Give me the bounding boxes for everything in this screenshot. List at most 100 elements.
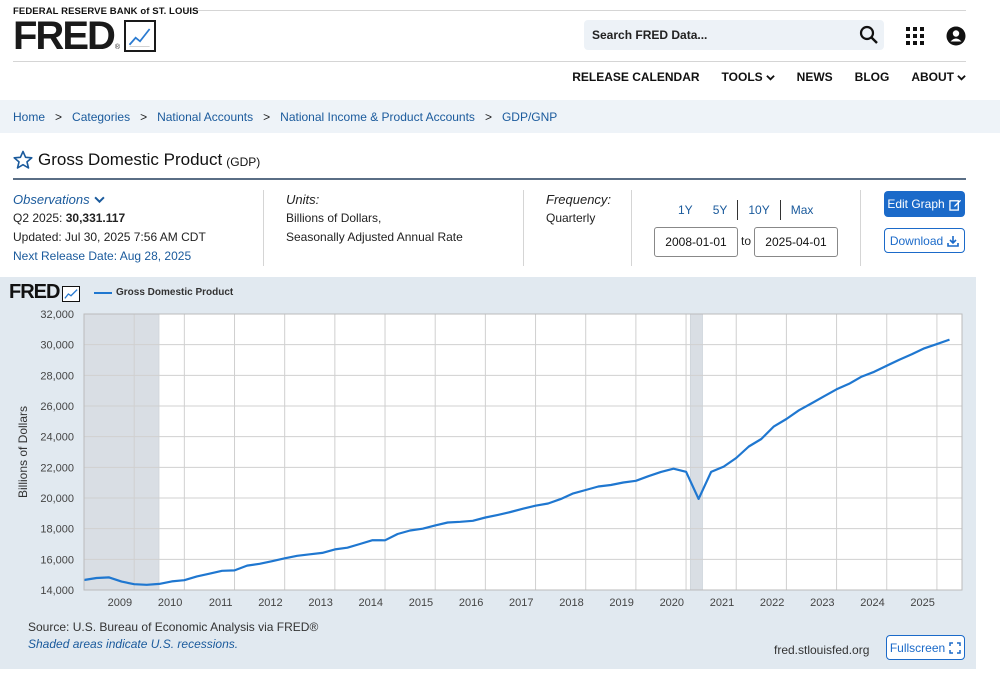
source-text: Source: U.S. Bureau of Economic Analysis… <box>28 620 319 634</box>
edit-icon <box>948 199 961 211</box>
x-tick-label: 2023 <box>810 597 834 609</box>
site-link[interactable]: fred.stlouisfed.org <box>774 643 870 657</box>
x-tick-label: 2022 <box>760 597 784 609</box>
end-date-input[interactable] <box>754 227 838 257</box>
user-icon[interactable] <box>946 26 966 46</box>
nav-label: RELEASE CALENDAR <box>572 70 700 84</box>
units-line-2: Seasonally Adjusted Annual Rate <box>286 230 463 244</box>
range-10y-button[interactable]: 10Y <box>748 203 770 217</box>
crumb-nipa[interactable]: National Income & Product Accounts <box>280 110 475 124</box>
x-tick-label: 2016 <box>459 597 483 609</box>
frequency-value: Quarterly <box>546 211 596 225</box>
y-tick-label: 28,000 <box>40 370 74 382</box>
crumb-separator: > <box>140 110 148 124</box>
nav-tools[interactable]: TOOLS <box>722 70 775 84</box>
x-tick-label: 2010 <box>158 597 182 609</box>
observations-toggle[interactable]: Observations <box>13 190 206 209</box>
crumb-home[interactable]: Home <box>13 110 46 124</box>
nav-about[interactable]: ABOUT <box>911 70 966 84</box>
recession-shade <box>689 313 703 591</box>
download-label: Download <box>889 233 944 248</box>
frequency-label: Frequency: <box>546 192 612 207</box>
gdp-line-chart[interactable]: 14,000 16,000 18,000 20,000 22,000 24,000 26,0… <box>0 277 976 612</box>
fullscreen-button[interactable]: Fullscreen <box>886 635 965 660</box>
y-tick-label: 16,000 <box>40 554 74 566</box>
chart-legend: Gross Domestic Product <box>94 287 233 298</box>
search-icon[interactable] <box>859 25 879 45</box>
range-separator <box>737 200 739 220</box>
latest-period: Q2 2025: <box>13 211 63 225</box>
units-label: Units: <box>286 192 320 207</box>
x-tick-label: 2014 <box>359 597 383 609</box>
nav-release-calendar[interactable]: RELEASE CALENDAR <box>572 70 699 84</box>
nav-news[interactable]: NEWS <box>797 70 833 84</box>
meta-divider <box>523 190 524 266</box>
range-buttons: 1Y 5Y 10Y Max <box>668 200 823 220</box>
fullscreen-label: Fullscreen <box>889 640 946 655</box>
x-tick-label: 2011 <box>209 597 233 609</box>
logo-text: FRED <box>13 14 116 58</box>
fred-logo[interactable]: FRED ® <box>13 14 157 58</box>
units-panel: Units: Billions of Dollars, Seasonally A… <box>286 190 463 247</box>
title-rule <box>13 178 966 180</box>
search-input[interactable] <box>584 20 844 50</box>
graph-panel: FRED Gross Domestic Product 14,000 16,000… <box>0 277 976 669</box>
updated-text: Updated: Jul 30, 2025 7:56 AM CDT <box>13 230 206 244</box>
legend-label: Gross Domestic Product <box>116 287 234 298</box>
range-separator <box>779 200 781 220</box>
units-line-1: Billions of Dollars, <box>286 211 382 225</box>
x-tick-label: 2025 <box>910 597 934 609</box>
x-tick-label: 2018 <box>559 597 583 609</box>
download-button[interactable]: Download <box>884 228 965 253</box>
crumb-separator: > <box>263 110 271 124</box>
nav-blog[interactable]: BLOG <box>855 70 890 84</box>
meta-divider <box>631 190 632 266</box>
range-5y-button[interactable]: 5Y <box>712 203 728 217</box>
x-tick-label: 2009 <box>108 597 132 609</box>
nav-label: BLOG <box>854 70 890 84</box>
range-1y-button[interactable]: 1Y <box>678 203 693 217</box>
search-bar <box>584 20 884 50</box>
nav-label: TOOLS <box>721 70 763 84</box>
y-tick-label: 26,000 <box>40 401 74 413</box>
plot-border <box>83 313 963 591</box>
x-tick-label: 2019 <box>609 597 633 609</box>
y-tick-label: 14,000 <box>40 585 74 597</box>
date-to-label: to <box>741 234 752 248</box>
latest-observation: Q2 2025: 30,331.117 <box>13 209 206 228</box>
logo-graph-icon <box>124 20 157 52</box>
chevron-down-icon <box>957 74 966 81</box>
main-nav: RELEASE CALENDAR TOOLS NEWS BLOG ABOUT <box>572 70 966 84</box>
header-rule <box>13 61 966 62</box>
crumb-separator: > <box>484 110 492 124</box>
breadcrumb: Home > Categories > National Accounts > … <box>13 110 557 124</box>
y-tick-label: 30,000 <box>40 340 74 352</box>
series-title-row: Gross Domestic Product (GDP) <box>13 150 260 170</box>
edit-graph-button[interactable]: Edit Graph <box>884 191 965 217</box>
series-code: (GDP) <box>226 154 261 169</box>
crumb-gdp-gnp[interactable]: GDP/GNP <box>501 110 558 124</box>
grid-icon[interactable] <box>905 26 925 46</box>
next-release-link[interactable]: Next Release Date: Aug 28, 2025 <box>13 249 192 263</box>
graph-logo-text: FRED <box>9 281 60 303</box>
range-max-button[interactable]: Max <box>790 203 814 217</box>
y-axis-label: Billions of Dollars <box>16 406 30 498</box>
star-icon[interactable] <box>13 150 33 170</box>
logo-registered-mark: ® <box>114 44 121 51</box>
crumb-national-accounts[interactable]: National Accounts <box>157 110 254 124</box>
meta-divider <box>263 190 264 266</box>
edit-graph-label: Edit Graph <box>887 197 945 211</box>
latest-value: 30,331.117 <box>65 211 126 225</box>
nav-label: NEWS <box>796 70 833 84</box>
org-name: FEDERAL RESERVE BANK of ST. LOUIS <box>13 6 199 17</box>
start-date-input[interactable] <box>654 227 738 257</box>
top-rule <box>184 10 966 11</box>
observations-label: Observations <box>13 192 90 207</box>
nav-label: ABOUT <box>911 70 954 84</box>
graph-fred-logo: FRED <box>9 281 81 303</box>
crumb-categories[interactable]: Categories <box>72 110 131 124</box>
fullscreen-icon <box>949 641 961 654</box>
x-tick-label: 2017 <box>509 597 533 609</box>
x-tick-label: 2020 <box>660 597 684 609</box>
download-icon <box>947 235 959 247</box>
